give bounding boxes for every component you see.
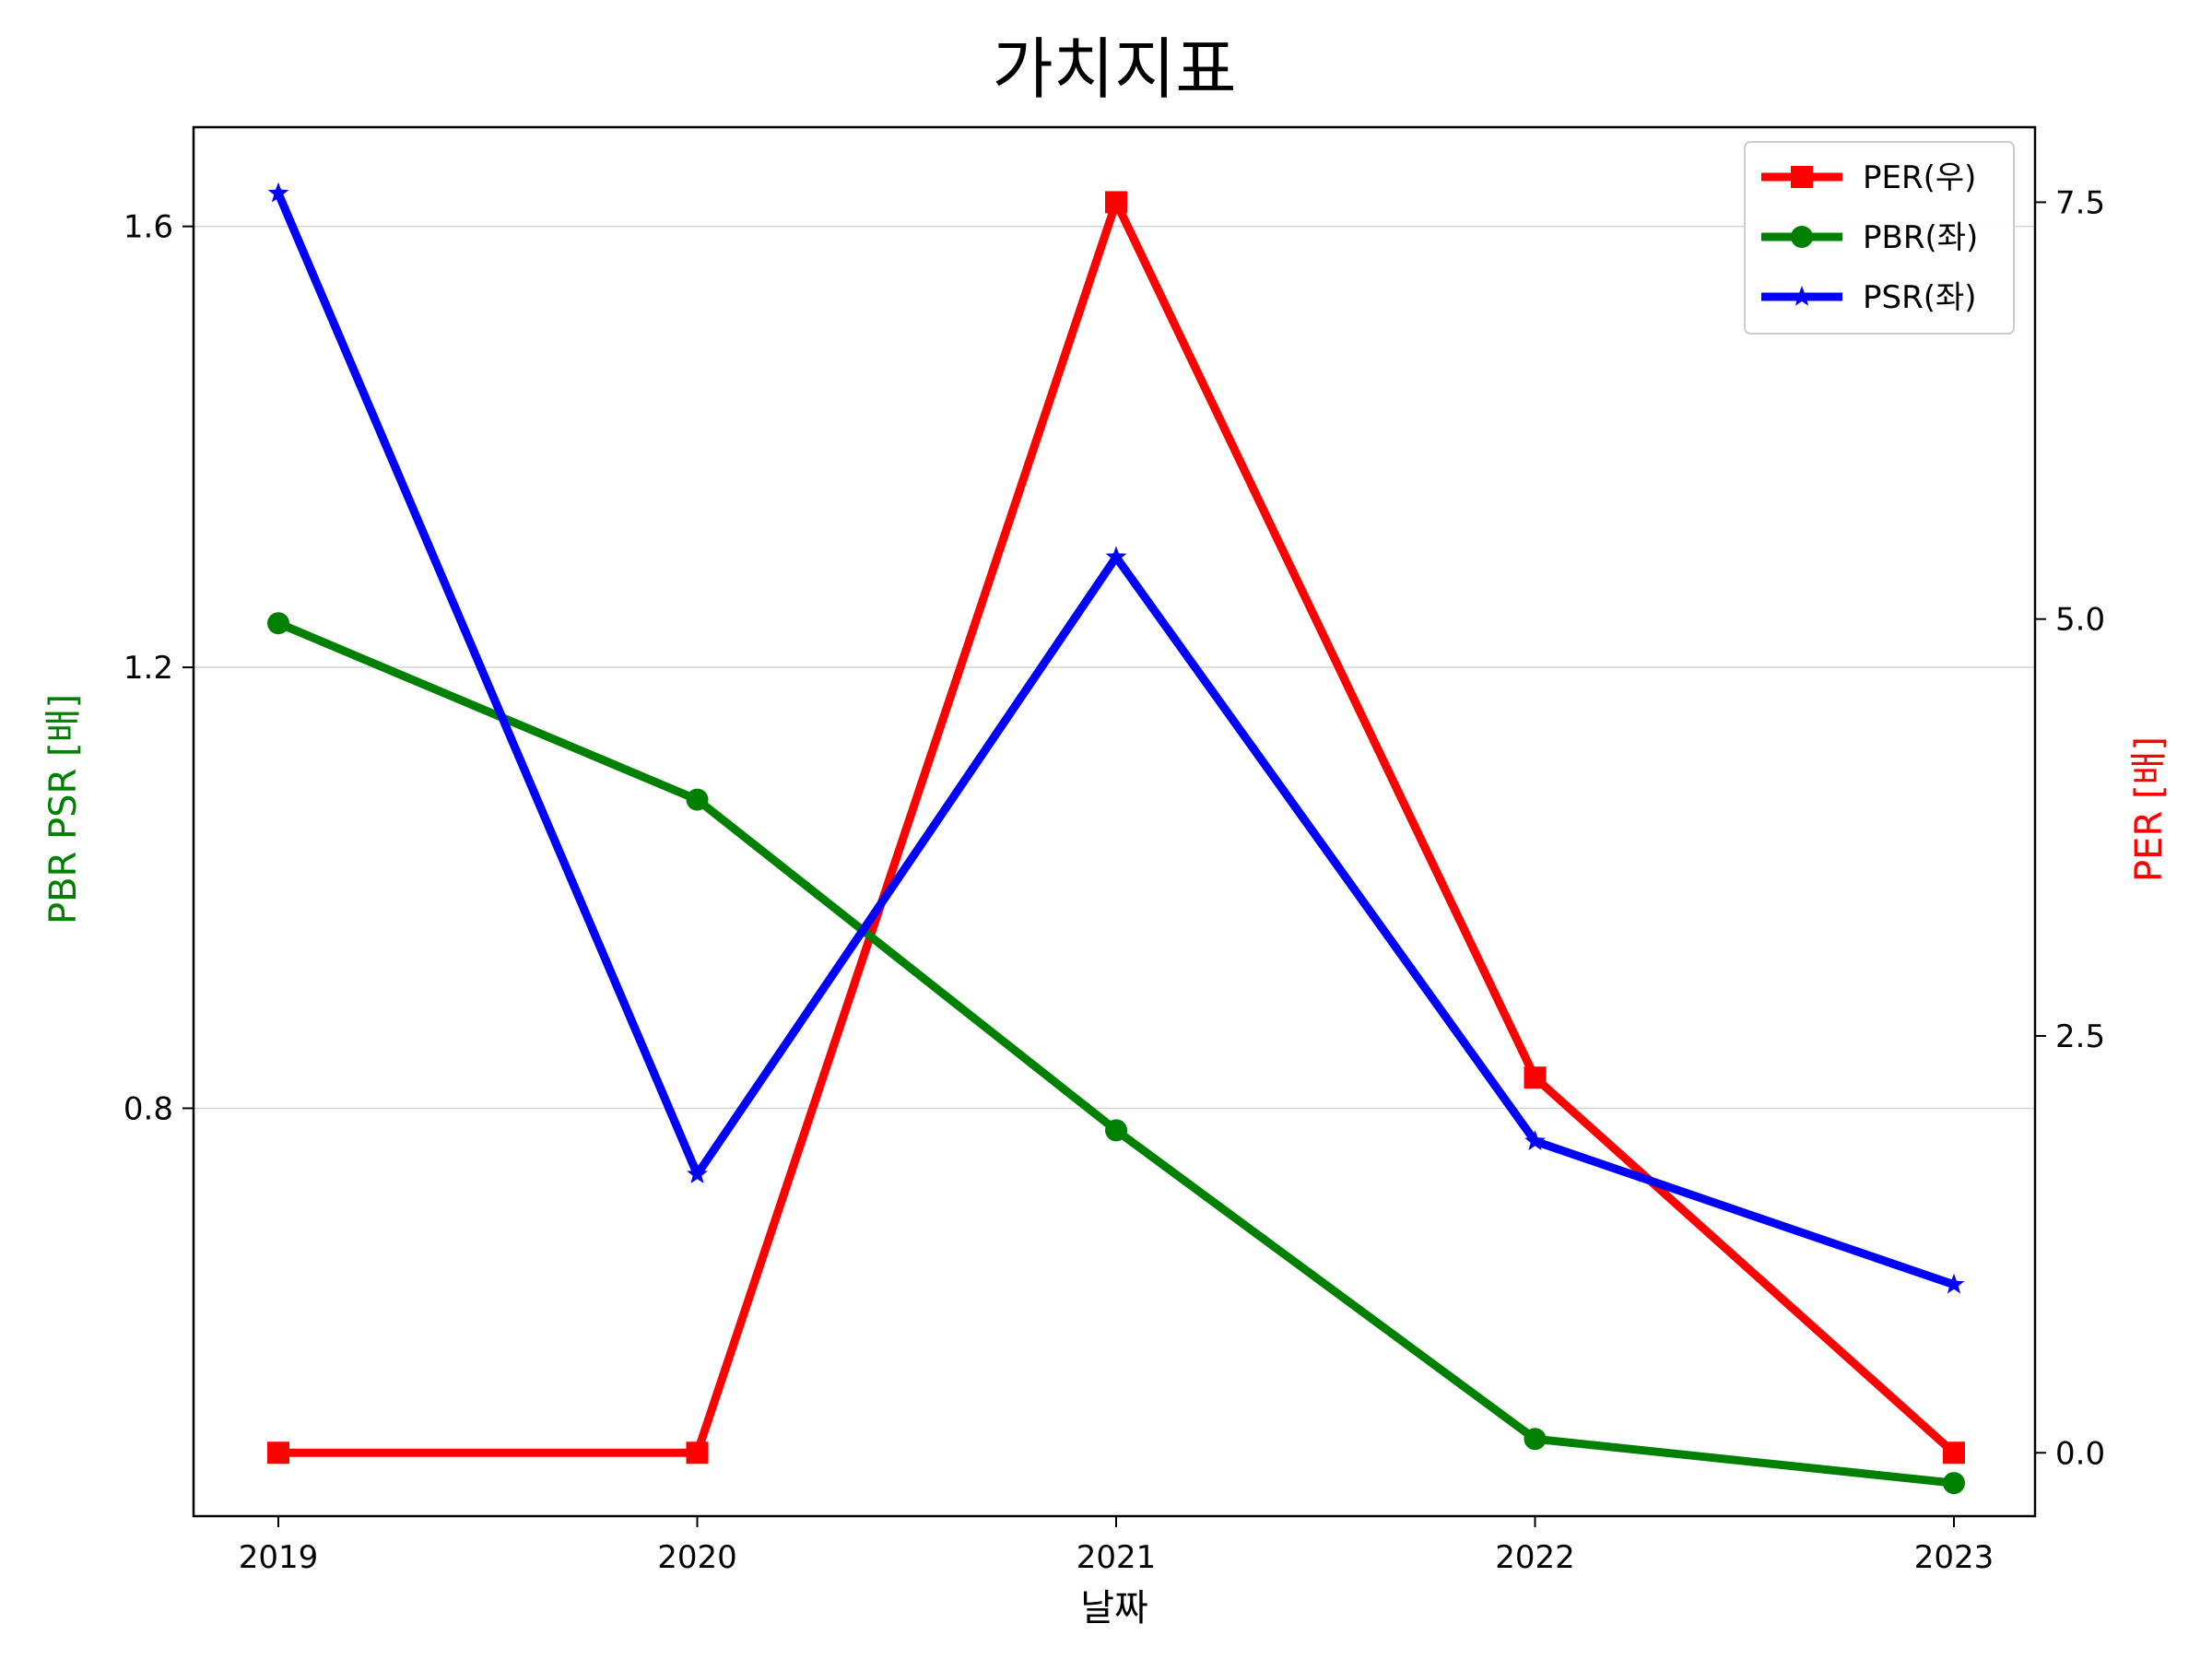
plot-frame <box>192 125 2037 1518</box>
x-tick-label: 2021 <box>1077 1539 1157 1576</box>
legend-pbr-label: PBR(좌) <box>1863 219 1978 256</box>
pbr-data-point <box>1943 1472 1965 1495</box>
pbr-data-point <box>1105 1119 1127 1142</box>
right-y-tick-label: 5.0 <box>2055 602 2105 639</box>
psr-data-point <box>1524 1130 1546 1151</box>
x-tick-label: 2020 <box>657 1539 737 1576</box>
axes: 2019 2020 2021 2022 2023 0.8 1.2 1.6 0.0 2.5 5.0 7.… <box>124 125 2105 1576</box>
psr-data-point <box>267 182 289 203</box>
legend-box <box>1744 141 2015 335</box>
x-tick-label: 2022 <box>1495 1539 1575 1576</box>
right-y-tick-label: 7.5 <box>2055 184 2105 221</box>
legend-psr-label: PSR(좌) <box>1863 279 1977 316</box>
pbr-data-point <box>1524 1428 1547 1451</box>
chart-title: 가치지표 <box>993 30 1237 108</box>
right-y-tick-label: 2.5 <box>2055 1018 2105 1055</box>
x-tick-label: 2023 <box>1914 1539 1994 1576</box>
legend: PER(우) PBR(좌) PSR(좌) <box>1744 141 2015 335</box>
left-y-tick-label: 0.8 <box>124 1090 173 1127</box>
per-data-point <box>686 1441 709 1465</box>
left-y-tick-label: 1.2 <box>124 650 173 687</box>
per-data-point <box>1943 1441 1965 1465</box>
series-layer <box>267 182 1965 1495</box>
right-y-tick-label: 0.0 <box>2055 1435 2105 1472</box>
left-y-axis-label: PBR PSR [배] <box>42 694 85 924</box>
legend-pbr-marker <box>1791 226 1813 248</box>
per-data-point <box>1524 1066 1547 1089</box>
x-axis-label: 날짜 <box>1080 1587 1148 1630</box>
psr-data-point <box>1943 1273 1965 1294</box>
legend-per-marker <box>1791 166 1813 188</box>
psr-data-point <box>687 1163 708 1183</box>
per-data-point <box>267 1441 289 1465</box>
pbr-data-point <box>686 788 709 811</box>
psr-data-point <box>1105 546 1127 567</box>
left-y-tick-label: 1.6 <box>124 209 173 246</box>
pbr-data-point <box>267 612 289 635</box>
per-data-point <box>1105 191 1127 214</box>
legend-per-label: PER(우) <box>1863 159 1976 196</box>
x-tick-label: 2019 <box>239 1539 319 1576</box>
legend-psr-marker <box>1791 286 1813 306</box>
right-y-axis-label: PER [배] <box>2128 736 2171 882</box>
gridlines <box>194 225 2035 1110</box>
